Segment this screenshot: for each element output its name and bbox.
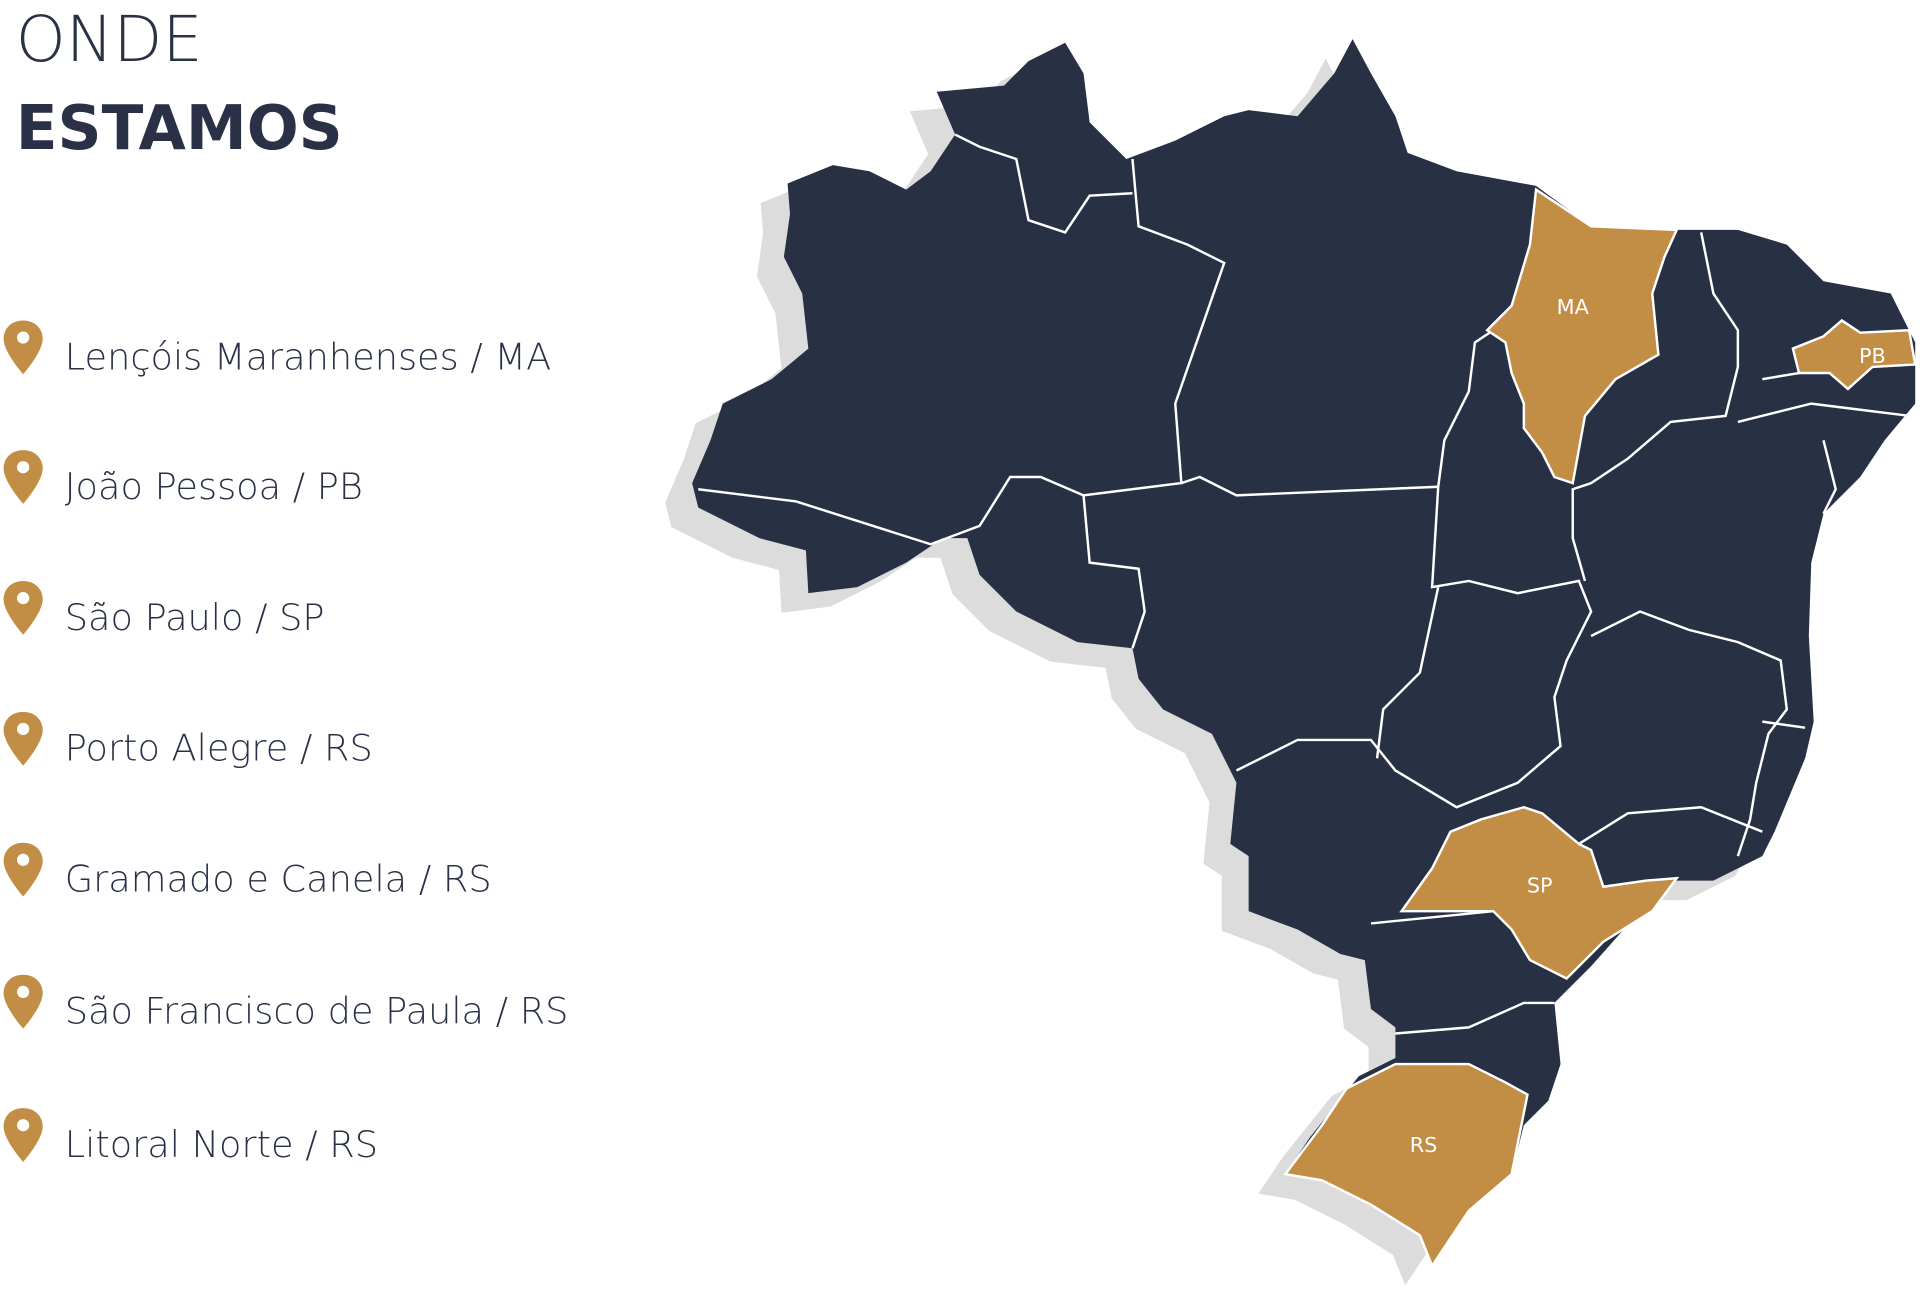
location-list: Lençóis Maranhenses / MA João Pessoa / PB… xyxy=(3,320,569,1166)
pin-hole xyxy=(17,591,30,605)
state-shape xyxy=(1791,318,1917,391)
pin-hole xyxy=(17,1119,30,1132)
location-item xyxy=(3,1108,43,1162)
pin-hole xyxy=(17,461,30,474)
state-label: RS xyxy=(1410,1133,1438,1157)
location-name: São Paulo / SP xyxy=(65,596,325,639)
pin-icon xyxy=(3,580,43,635)
state-shape xyxy=(1485,187,1679,485)
heading-line2: ESTAMOS xyxy=(16,93,343,164)
location-name: Gramado e Canela / RS xyxy=(65,858,492,901)
location-name: Porto Alegre / RS xyxy=(65,727,373,770)
brazil-map: MA PB SP RS xyxy=(665,39,1917,1286)
location-item xyxy=(3,974,43,1029)
location-name: Litoral Norte / RS xyxy=(65,1123,378,1166)
state-label: PB xyxy=(1859,344,1886,368)
pin-hole xyxy=(17,853,30,866)
pin-icon xyxy=(3,711,43,766)
state-label: SP xyxy=(1527,874,1553,898)
pin-icon xyxy=(3,1108,43,1162)
state-shape xyxy=(1283,1062,1529,1269)
pin-icon xyxy=(3,450,43,504)
location-item xyxy=(3,842,43,897)
pin-icon xyxy=(3,842,43,897)
highlighted-states: MA PB SP RS xyxy=(1283,187,1917,1269)
heading-line1: ONDE xyxy=(16,2,203,76)
pin-icon xyxy=(3,974,43,1029)
state-label: MA xyxy=(1557,295,1590,319)
location-item xyxy=(3,711,43,766)
pin-hole xyxy=(17,331,30,344)
pin-icon xyxy=(3,320,43,375)
location-item xyxy=(3,320,43,375)
state-borders xyxy=(698,133,1910,1035)
location-name: Lençóis Maranhenses / MA xyxy=(65,335,551,378)
location-name: João Pessoa / PB xyxy=(65,465,363,508)
map-country xyxy=(692,39,1916,1266)
location-item xyxy=(3,580,43,635)
pin-hole xyxy=(17,722,30,736)
pin-hole xyxy=(17,985,30,999)
location-name: São Francisco de Paula / RS xyxy=(65,990,569,1033)
location-item xyxy=(3,450,43,504)
state-shape xyxy=(1399,805,1680,980)
